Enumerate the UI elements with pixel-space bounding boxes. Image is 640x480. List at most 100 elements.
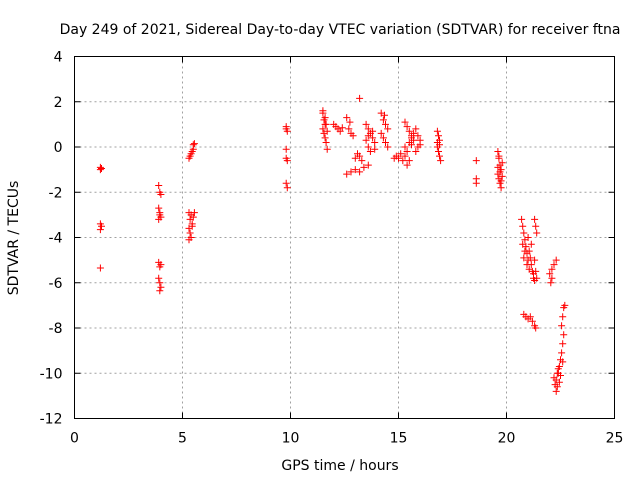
data-point — [347, 168, 355, 176]
data-point — [497, 177, 505, 185]
data-point — [435, 148, 442, 155]
x-tick-label: 20 — [498, 431, 516, 447]
data-point — [496, 168, 504, 176]
data-point — [414, 143, 422, 151]
data-point — [283, 127, 291, 135]
data-point — [358, 157, 366, 165]
data-point — [498, 172, 506, 180]
data-point — [552, 256, 560, 264]
data-point — [338, 124, 346, 132]
data-point — [323, 127, 331, 135]
data-point — [552, 387, 560, 395]
data-point — [351, 166, 359, 174]
data-point — [364, 143, 372, 151]
data-point — [553, 369, 561, 377]
data-point — [494, 148, 502, 155]
data-point — [433, 127, 441, 135]
data-point — [364, 132, 372, 140]
data-point — [523, 261, 531, 269]
y-tick-label: -4 — [49, 231, 63, 247]
data-point — [190, 140, 198, 148]
data-point — [362, 120, 370, 128]
x-tick-label: 10 — [282, 431, 300, 447]
data-point — [155, 215, 163, 223]
data-point — [356, 152, 364, 160]
data-point — [531, 215, 539, 223]
data-point — [96, 264, 104, 272]
data-point — [185, 236, 193, 244]
data-point — [526, 313, 534, 321]
data-point — [472, 157, 480, 165]
data-point — [155, 204, 163, 212]
data-point — [528, 317, 536, 325]
data-point — [436, 152, 443, 160]
data-point — [403, 148, 411, 155]
data-point — [319, 107, 327, 115]
data-point — [369, 127, 377, 135]
data-point — [384, 125, 392, 133]
data-point — [155, 274, 163, 282]
data-point — [558, 349, 566, 357]
data-point — [345, 125, 353, 133]
data-point — [412, 148, 420, 155]
data-point — [472, 179, 480, 187]
data-point — [548, 265, 556, 273]
y-tick-label: -2 — [49, 185, 63, 201]
data-point — [156, 287, 164, 295]
data-point — [495, 152, 503, 160]
data-point — [533, 229, 541, 237]
data-point — [436, 141, 443, 149]
data-point — [559, 358, 567, 366]
data-point — [561, 301, 569, 309]
data-point — [553, 383, 561, 391]
data-point — [408, 134, 415, 142]
data-point — [156, 211, 164, 219]
data-point — [356, 168, 364, 176]
data-point — [412, 125, 420, 133]
data-point — [520, 254, 528, 262]
x-axis-label: GPS time / hours — [281, 458, 398, 474]
data-point — [321, 114, 329, 122]
data-point — [356, 94, 364, 102]
data-point — [319, 125, 327, 133]
data-point — [559, 313, 567, 321]
data-point — [364, 161, 372, 169]
data-point — [395, 154, 402, 162]
data-point — [369, 134, 377, 142]
data-point — [351, 154, 359, 162]
data-point — [98, 165, 105, 172]
data-point — [323, 145, 331, 153]
data-point — [360, 163, 368, 171]
data-point — [525, 265, 533, 273]
y-axis-label: SDTVAR / TECUs — [6, 181, 22, 296]
data-point — [414, 132, 422, 140]
data-point — [379, 134, 387, 142]
data-point — [521, 247, 529, 255]
data-point — [532, 222, 540, 230]
grid-layer — [74, 56, 615, 419]
data-point — [558, 322, 566, 330]
data-point — [399, 157, 407, 165]
data-point — [321, 134, 329, 142]
data-point — [526, 254, 534, 262]
y-tick-label: -8 — [49, 321, 63, 337]
data-point — [533, 274, 541, 282]
data-point — [559, 340, 567, 348]
data-point — [520, 229, 528, 237]
data-point — [405, 157, 413, 165]
data-point — [96, 226, 104, 234]
y-tick-label: -10 — [40, 366, 63, 382]
data-point — [519, 240, 527, 248]
data-point — [343, 114, 351, 122]
data-point — [322, 139, 330, 146]
x-tick-label: 15 — [390, 431, 408, 447]
data-point — [532, 267, 540, 275]
data-point — [379, 116, 387, 124]
data-point — [190, 209, 198, 217]
x-tick-label: 5 — [178, 431, 187, 447]
data-point — [524, 234, 532, 241]
data-point — [96, 166, 104, 174]
x-tick-label: 0 — [70, 431, 79, 447]
